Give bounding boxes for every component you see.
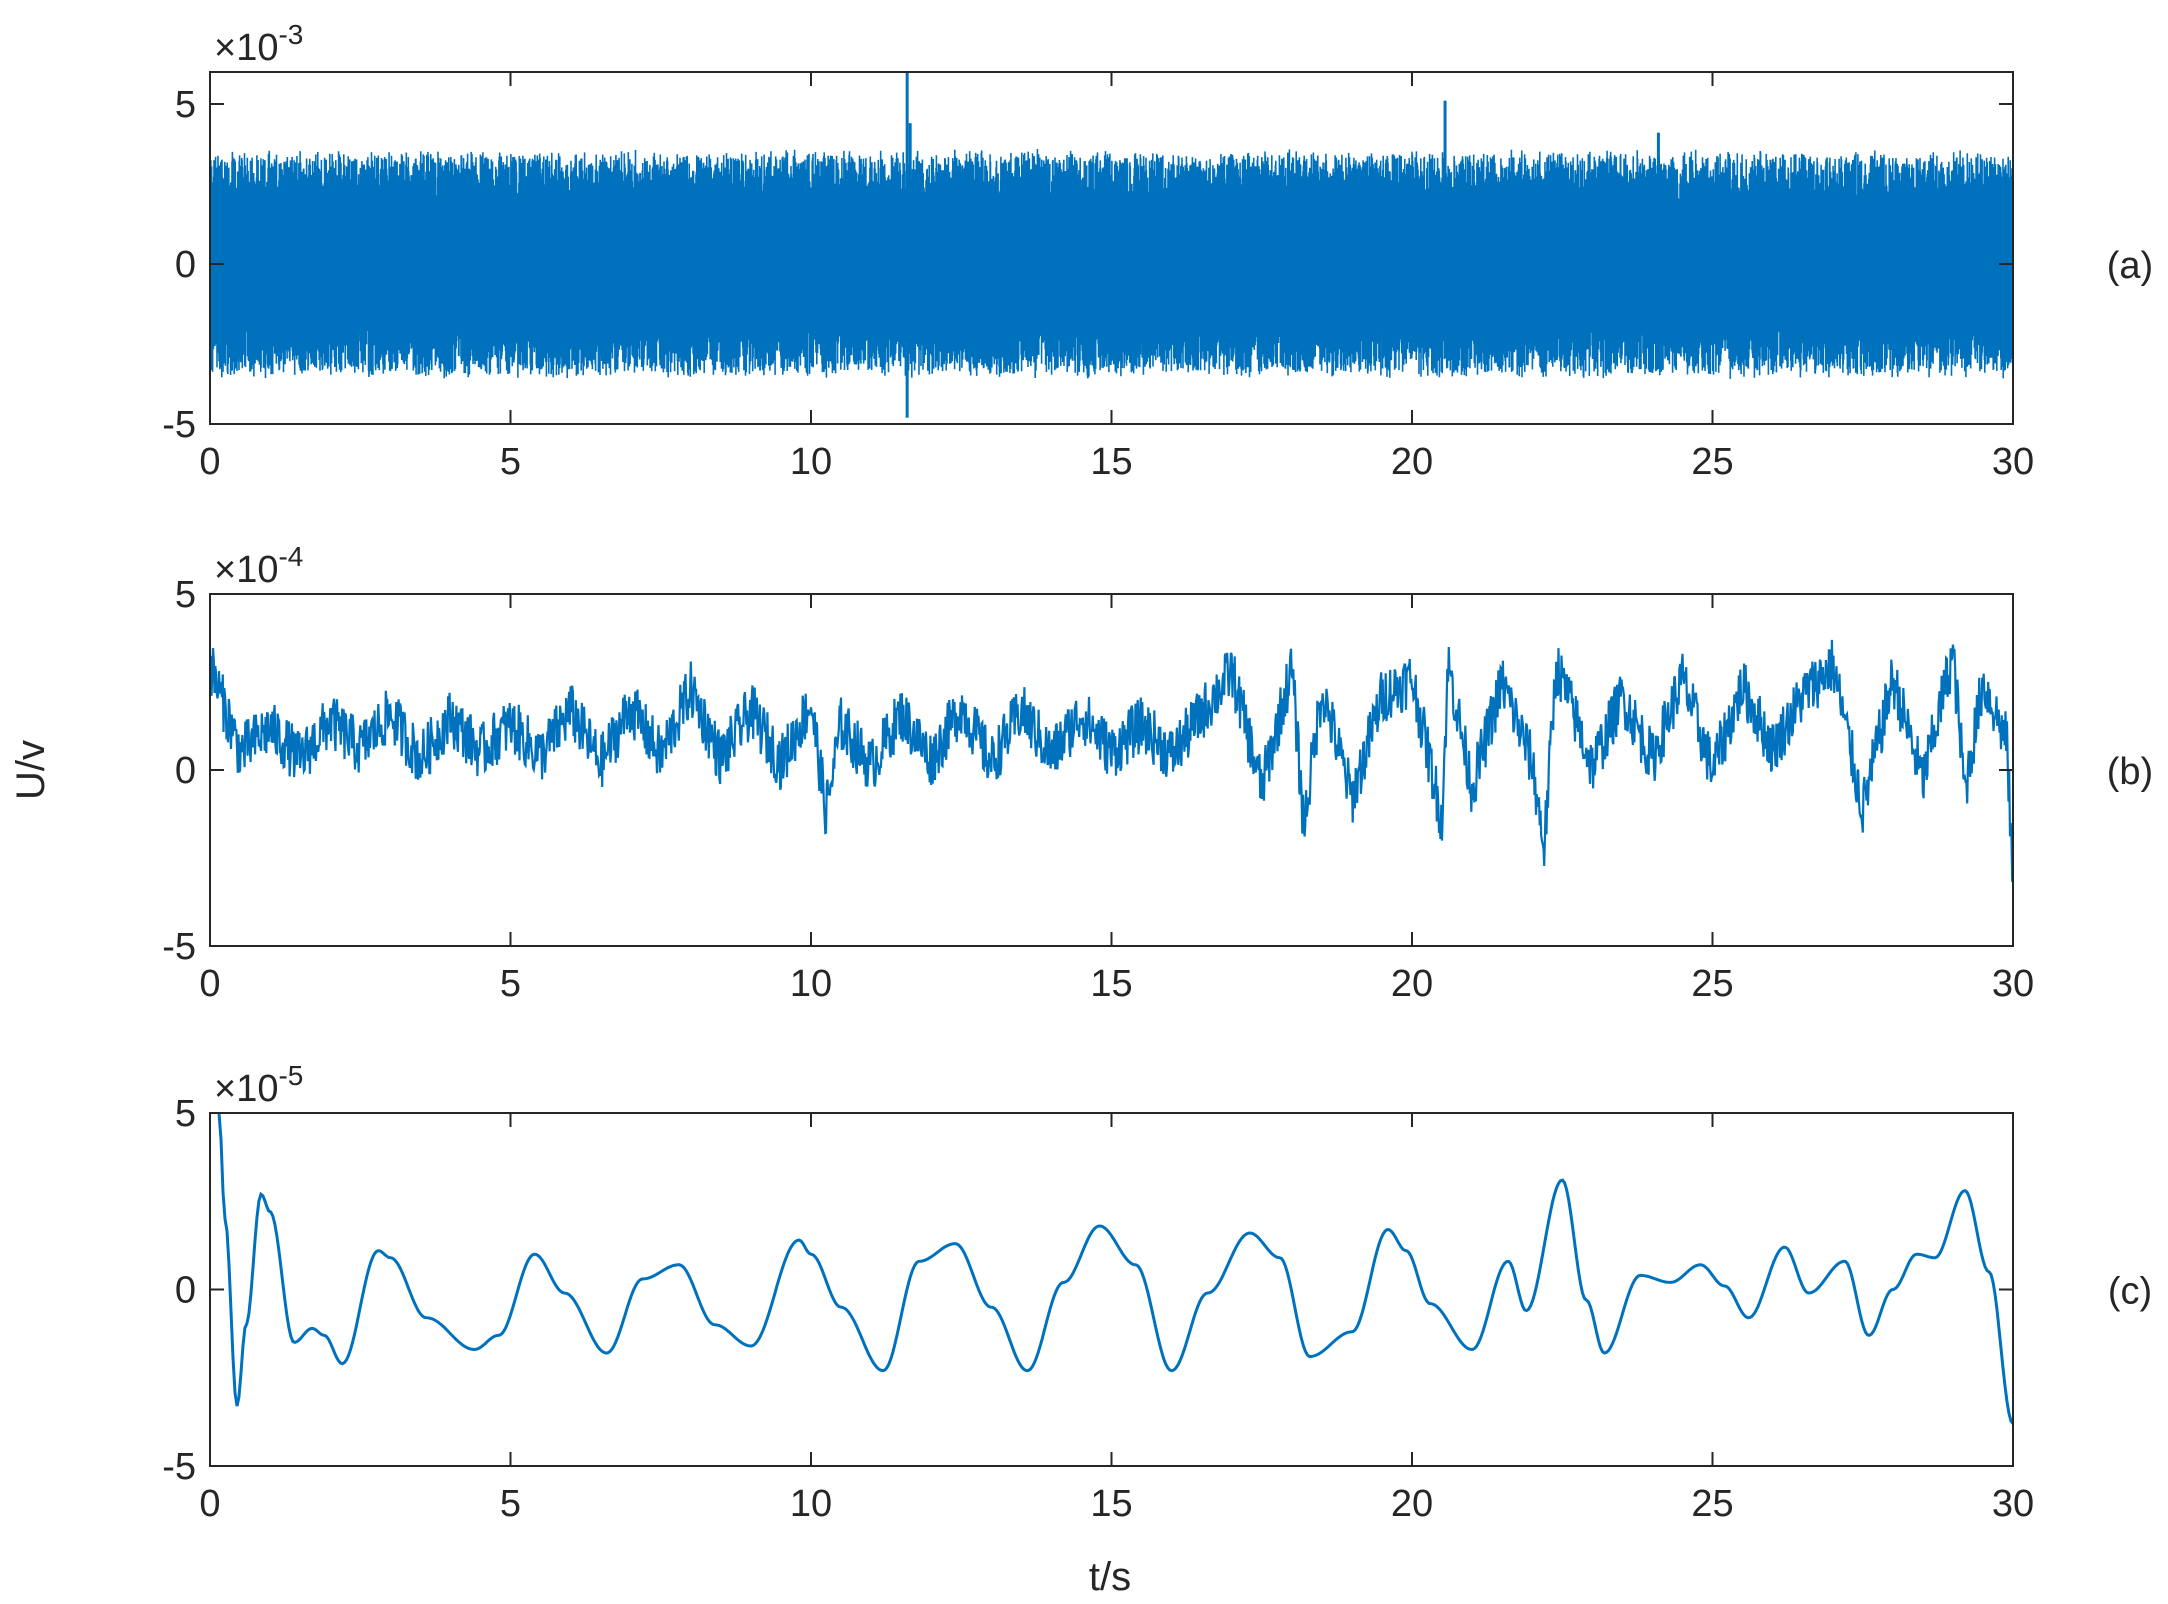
y-tick-label: 0 <box>175 750 196 792</box>
x-tick-label: 0 <box>199 1483 220 1525</box>
exponent-power: -4 <box>278 541 303 572</box>
x-tick-label: 5 <box>500 963 521 1005</box>
x-tick-label: 25 <box>1691 441 1733 483</box>
y-tick-label: 5 <box>175 574 196 616</box>
exponent-base: ×10 <box>214 27 278 69</box>
panel-label: (c) <box>2108 1271 2152 1313</box>
exponent-label: ×10-4 <box>214 541 303 591</box>
exponent-base: ×10 <box>214 549 278 591</box>
exponent-power: -3 <box>278 19 303 50</box>
y-tick-label: -5 <box>162 1446 196 1488</box>
panel-1: 0 5 10 15 20 25 30-505×10-3(a) <box>162 19 2153 483</box>
y-tick-label: -5 <box>162 926 196 968</box>
x-tick-label: 30 <box>1992 1483 2034 1525</box>
x-tick-label: 10 <box>790 441 832 483</box>
x-tick-label: 25 <box>1691 1483 1733 1525</box>
axes-box <box>209 593 2014 947</box>
panel-3: 0 5 10 15 20 25 30-505×10-5(c) <box>162 1060 2152 1525</box>
exponent-label: ×10-3 <box>214 19 303 69</box>
x-tick-label: 15 <box>1090 963 1132 1005</box>
y-tick-label: -5 <box>162 404 196 446</box>
panel-label: (b) <box>2107 751 2153 793</box>
y-tick-label: 5 <box>175 84 196 126</box>
x-tick-label: 10 <box>790 963 832 1005</box>
y-tick-label: 0 <box>175 1270 196 1312</box>
exponent-base: ×10 <box>214 1068 278 1110</box>
x-tick-label: 20 <box>1391 1483 1433 1525</box>
x-tick-label: 20 <box>1391 441 1433 483</box>
x-tick-label: 30 <box>1992 441 2034 483</box>
panels: 0 5 10 15 20 25 30-505×10-3(a)0 5 10 15 20 25 30-505… <box>162 19 2153 1525</box>
y-axis-label: U/v <box>9 740 53 800</box>
x-tick-label: 5 <box>500 441 521 483</box>
axes-box <box>209 1112 2014 1467</box>
panel-2: 0 5 10 15 20 25 30-505×10-4(b) <box>162 541 2153 1005</box>
panel-label: (a) <box>2107 245 2153 287</box>
x-tick-label: 30 <box>1992 963 2034 1005</box>
x-tick-label: 0 <box>199 441 220 483</box>
x-tick-label: 10 <box>790 1483 832 1525</box>
exponent-label: ×10-5 <box>214 1060 303 1110</box>
series-line <box>210 72 2013 418</box>
x-tick-label: 0 <box>199 963 220 1005</box>
x-tick-label: 25 <box>1691 963 1733 1005</box>
exponent-power: -5 <box>278 1060 303 1091</box>
series-line <box>217 1113 2013 1425</box>
series-line <box>210 639 2013 882</box>
x-axis-label: t/s <box>1089 1555 1131 1599</box>
y-tick-label: 0 <box>175 244 196 286</box>
x-tick-label: 20 <box>1391 963 1433 1005</box>
x-tick-label: 15 <box>1090 441 1132 483</box>
y-tick-label: 5 <box>175 1093 196 1135</box>
x-tick-label: 15 <box>1090 1483 1132 1525</box>
x-tick-label: 5 <box>500 1483 521 1525</box>
